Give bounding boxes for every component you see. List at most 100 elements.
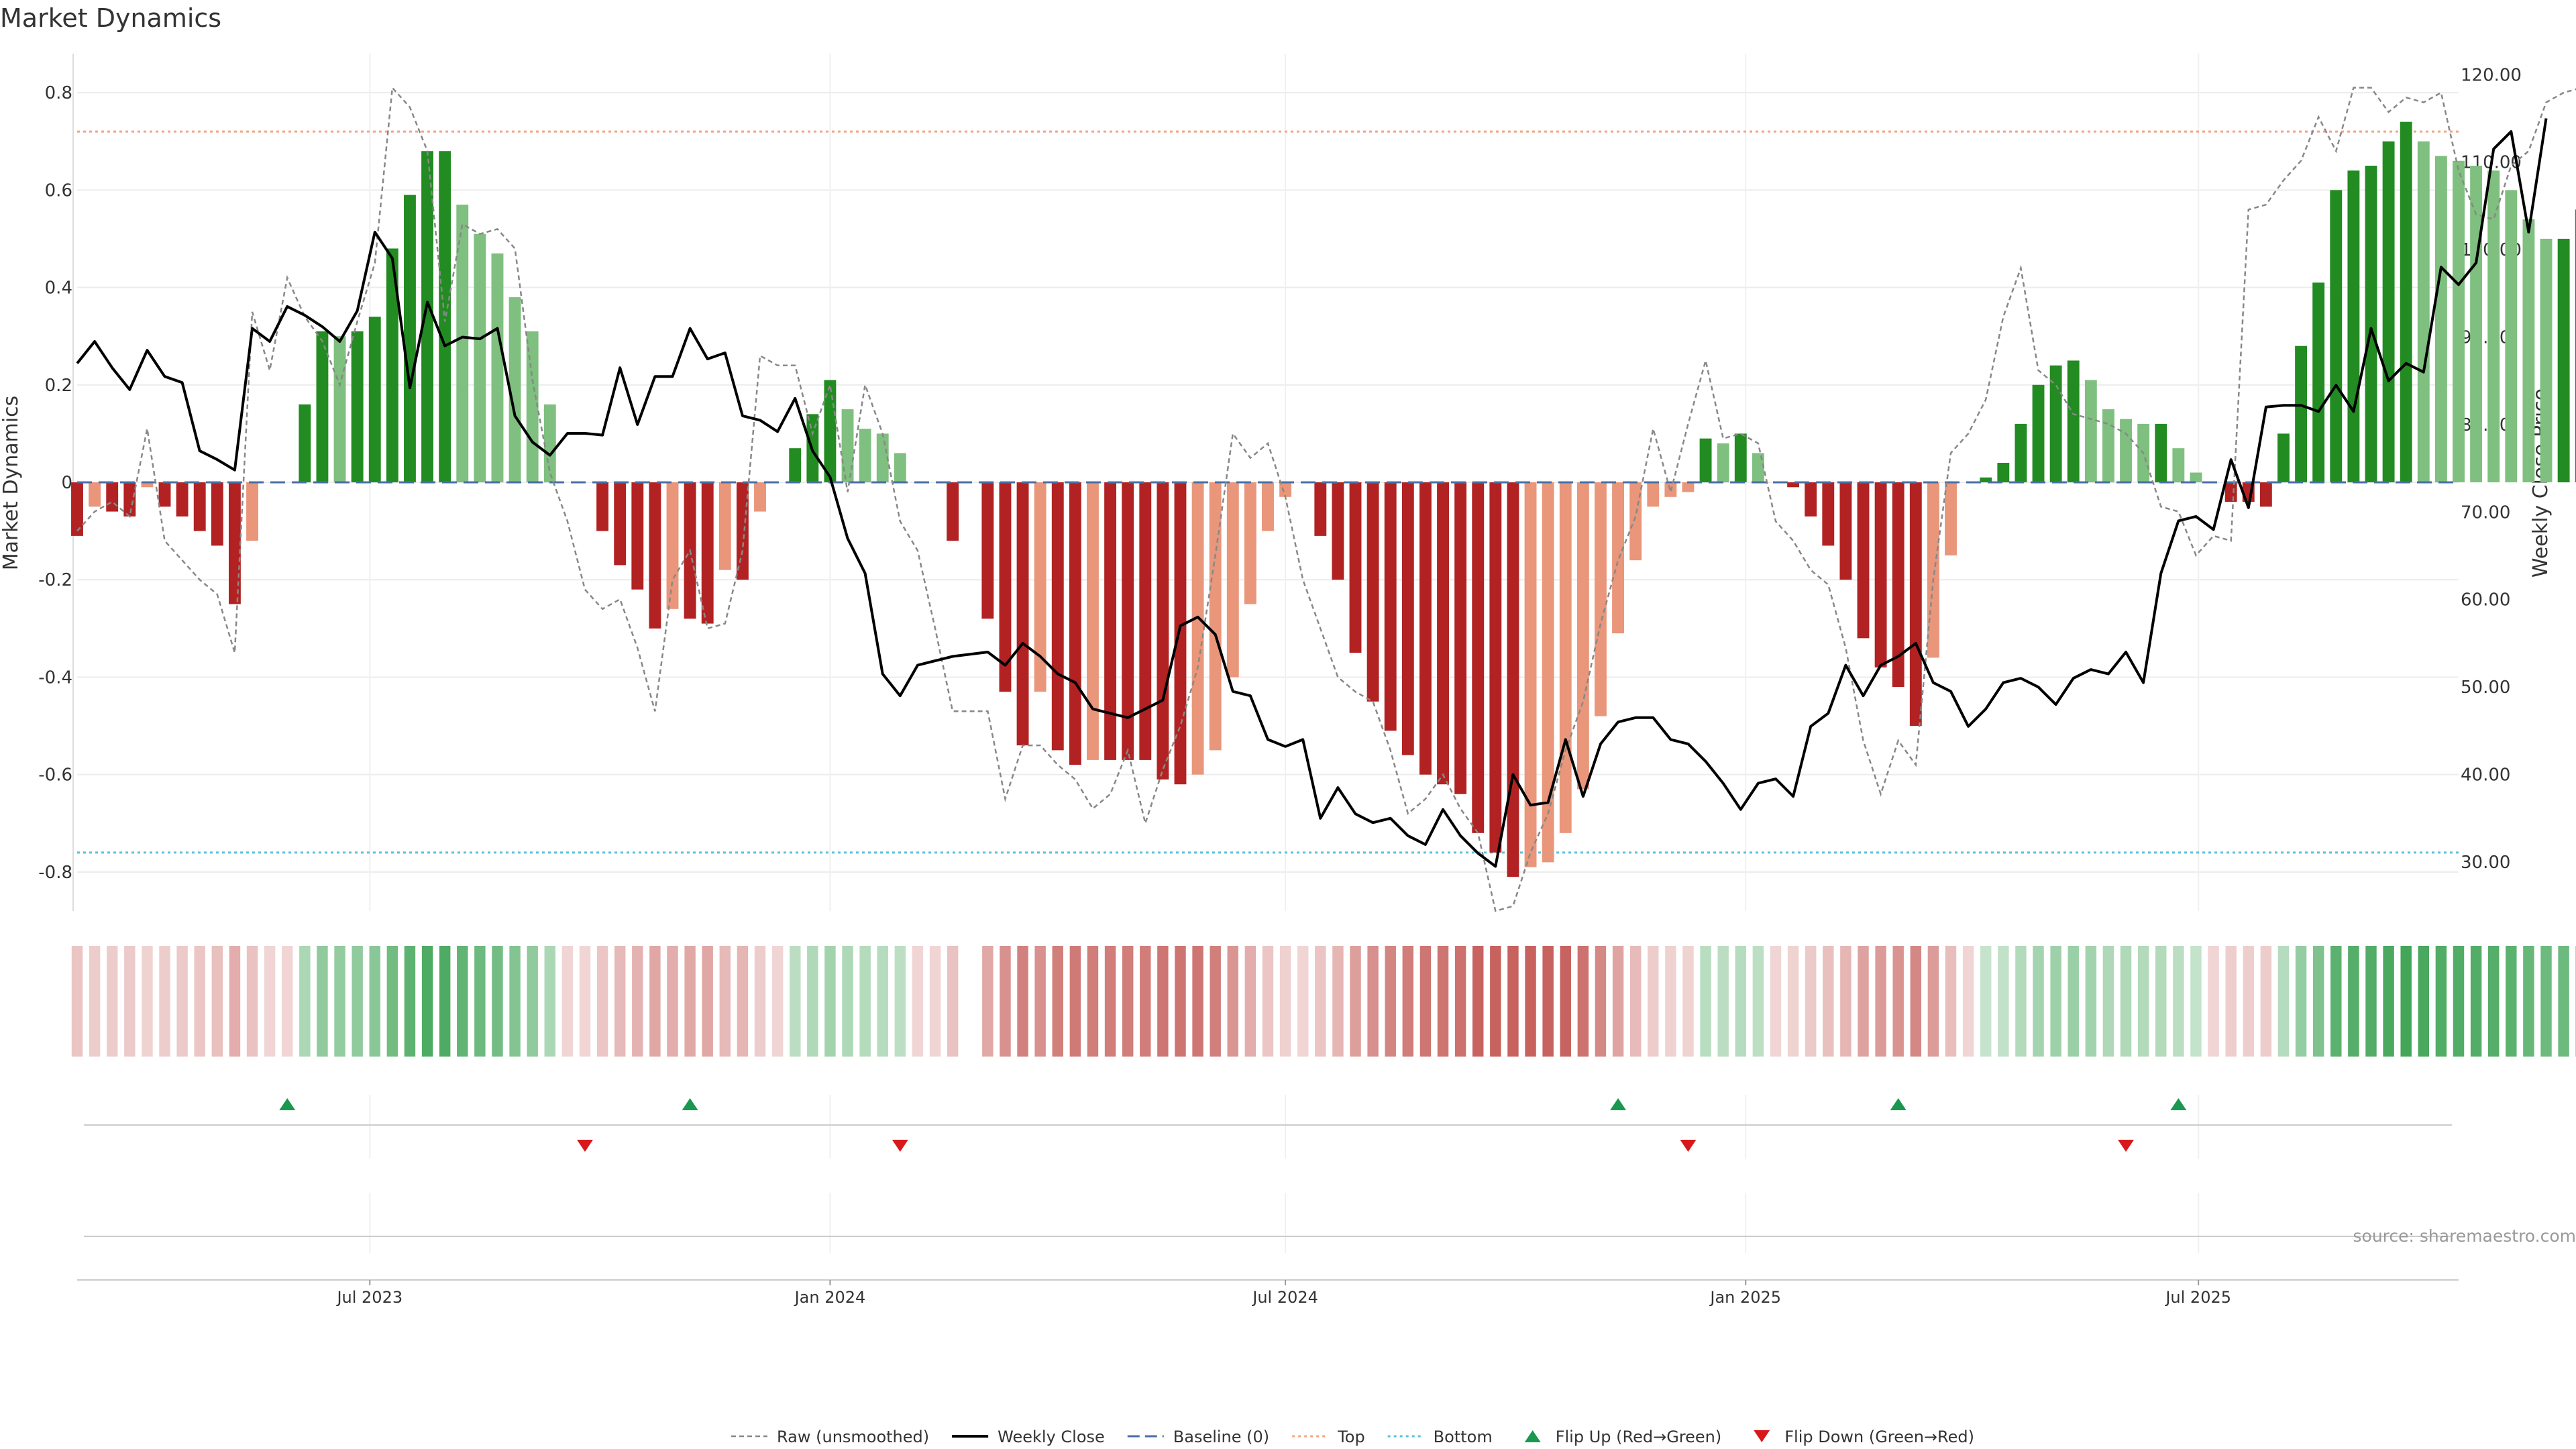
right-tick-label: 90.00 <box>2461 328 2510 348</box>
heatmap-cell <box>2435 946 2447 1057</box>
x-tick-label: Jul 2024 <box>1251 1288 1318 1307</box>
legend-label: Flip Up (Red→Green) <box>1556 1428 1722 1446</box>
heatmap-cell <box>2540 946 2552 1057</box>
legend-label: Baseline (0) <box>1173 1428 1269 1446</box>
heatmap-cell <box>369 946 380 1057</box>
heatmap-cell <box>176 946 188 1057</box>
right-tick-label: 70.00 <box>2461 502 2510 523</box>
heatmap-cell <box>579 946 591 1057</box>
dynamics-bar <box>947 482 959 541</box>
dynamics-bar <box>2155 423 2167 482</box>
heatmap-cell <box>702 946 713 1057</box>
heatmap-cell <box>2312 946 2324 1057</box>
dynamics-bar <box>2224 482 2237 502</box>
heatmap-cell <box>1000 946 1011 1057</box>
heatmap-cell <box>2330 946 2342 1057</box>
dynamics-bar <box>894 453 906 482</box>
dynamics-bar <box>1401 482 1414 755</box>
legend-label: Raw (unsmoothed) <box>777 1428 929 1446</box>
dynamics-bar <box>1980 477 1992 482</box>
dynamics-bar <box>1087 482 1099 760</box>
heatmap-cell <box>1017 946 1028 1057</box>
dynamics-bar <box>404 195 416 482</box>
heatmap-cell <box>544 946 556 1057</box>
dynamics-bar <box>123 482 136 517</box>
dynamics-bar <box>1805 482 1817 517</box>
left-tick-label: 0.4 <box>45 278 72 299</box>
heatmap-cell <box>2487 946 2500 1057</box>
heatmap-cell <box>89 946 101 1057</box>
heatmap-cell <box>509 946 521 1057</box>
right-tick-label: 120.00 <box>2461 65 2522 85</box>
legend-flip-up-swatch <box>1524 1430 1541 1442</box>
heatmap-cell <box>352 946 363 1057</box>
dynamics-bar <box>1314 482 1327 536</box>
heatmap-cell <box>1052 946 1063 1057</box>
dynamics-bar <box>754 482 766 512</box>
left-tick-label: -0.6 <box>38 765 72 786</box>
dynamics-bar <box>1384 482 1397 731</box>
heatmap-cell <box>2243 946 2254 1057</box>
dynamics-bar <box>2102 409 2114 482</box>
heatmap-cell <box>404 946 416 1057</box>
heatmap-cell <box>1332 946 1344 1057</box>
dynamics-bar <box>439 151 451 482</box>
heatmap-cell <box>2102 946 2114 1057</box>
dynamics-bar <box>2505 190 2518 482</box>
dynamics-bar <box>1734 433 1747 482</box>
dynamics-bar <box>1034 482 1046 692</box>
heatmap-cell <box>1297 946 1309 1057</box>
heatmap-cell <box>912 946 924 1057</box>
dynamics-bar <box>421 151 433 482</box>
heatmap-cell <box>317 946 328 1057</box>
heatmap-cell <box>982 946 994 1057</box>
dynamics-bar <box>2575 209 2576 482</box>
heatmap-cell <box>824 946 836 1057</box>
heatmap-cell <box>2400 946 2412 1057</box>
dynamics-bar <box>2453 160 2465 482</box>
dynamics-bar <box>1139 482 1152 760</box>
x-tick-label: Jul 2023 <box>335 1288 402 1307</box>
heatmap-cell <box>2033 946 2044 1057</box>
heatmap-cell <box>71 946 83 1057</box>
heatmap-cell <box>2470 946 2482 1057</box>
weekly-close-line <box>76 118 2548 868</box>
heatmap-cell <box>2190 946 2202 1057</box>
dynamics-bar <box>316 331 329 482</box>
dynamics-bar <box>736 482 749 580</box>
dynamics-bar <box>368 317 381 482</box>
heatmap-cell <box>947 946 959 1057</box>
flip-up-marker <box>2170 1098 2187 1110</box>
heatmap-cell <box>2225 946 2237 1057</box>
dynamics-bar <box>1419 482 1432 775</box>
flip-up-marker <box>279 1098 296 1110</box>
dynamics-bar <box>456 205 469 482</box>
dynamics-bar <box>1874 482 1887 667</box>
dynamics-bar <box>333 336 346 482</box>
dynamics-bar <box>2190 472 2202 482</box>
heatmap-cell <box>1262 946 1274 1057</box>
heatmap-cell <box>1927 946 1939 1057</box>
flip-down-marker <box>1680 1140 1697 1152</box>
heatmap-cell <box>1875 946 1886 1057</box>
dynamics-bar <box>1682 482 1695 492</box>
heatmap-cell <box>561 946 574 1057</box>
dynamics-bar <box>176 482 189 517</box>
x-tick-label: Jan 2024 <box>794 1288 866 1307</box>
dynamics-bar <box>2540 238 2553 482</box>
dynamics-bar <box>701 482 714 624</box>
heatmap-cell <box>2085 946 2097 1057</box>
heatmap-cell <box>421 946 433 1057</box>
source-text: source: sharemaestro.com <box>2353 1226 2576 1246</box>
heatmap-cell <box>929 946 941 1057</box>
dynamics-bar <box>1209 482 1222 751</box>
dynamics-bar <box>211 482 223 546</box>
dynamics-bar <box>2032 384 2045 482</box>
heatmap-cell <box>2418 946 2430 1057</box>
flip-up-marker <box>1890 1098 1907 1110</box>
heatmap-cell <box>1192 946 1203 1057</box>
dynamics-bar <box>1595 482 1607 716</box>
heatmap-cell <box>282 946 293 1057</box>
